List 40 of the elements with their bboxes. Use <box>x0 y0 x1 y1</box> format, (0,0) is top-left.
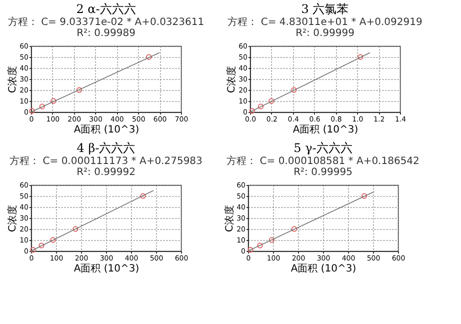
point <box>249 108 255 114</box>
y-axis-title: C浓度 <box>226 66 238 93</box>
text: R²: 0.99992 <box>76 167 136 178</box>
point <box>268 98 274 104</box>
point <box>291 226 298 232</box>
chart-title: 2 α-六六六 <box>76 2 136 16</box>
text: R²: 0.99995 <box>294 167 352 178</box>
chart-title: 3 六氯苯 <box>301 2 349 16</box>
chart-subtitle: 方程： C= 0.000111173 * A+0.275983 <box>10 155 202 167</box>
point <box>361 193 368 199</box>
point <box>38 242 44 248</box>
chart-subtitle: 方程： C= 0.000108581 * A+0.186542 <box>226 155 420 167</box>
point <box>146 54 152 60</box>
chart-title: 4 β-六六六 <box>76 141 136 155</box>
y-axis-title: C浓度 <box>224 205 236 232</box>
point <box>72 226 78 232</box>
y-axis-title: C浓度 <box>6 205 19 232</box>
chart-subtitle: 方程： C= 4.83011e+01 * A+0.092919 <box>228 16 422 28</box>
x-axis-title: A面积 (10^3) <box>74 124 140 136</box>
point <box>30 247 36 253</box>
x-axis-title: A面积 (10^3) <box>290 264 356 274</box>
point <box>140 193 146 199</box>
text: R²: 0.99989 <box>76 28 136 39</box>
chart-title: 5 γ-六六六 <box>294 141 352 155</box>
point <box>248 247 254 253</box>
point <box>258 104 264 110</box>
y-axis-title: C浓度 <box>6 66 19 93</box>
chart-subtitle: 方程： C= 9.03371e-02 * A+0.0323611 <box>8 16 204 28</box>
x-axis-title: A面积 (10^3) <box>292 124 358 136</box>
point <box>29 108 35 114</box>
point <box>257 242 263 248</box>
point <box>50 98 56 104</box>
point <box>76 87 82 93</box>
text: R²: 0.99999 <box>296 28 354 39</box>
point <box>268 237 275 243</box>
point <box>291 87 297 93</box>
point <box>358 54 364 60</box>
point <box>50 237 56 243</box>
x-axis-title: A面积 (10^3) <box>74 264 140 274</box>
point <box>39 104 45 110</box>
